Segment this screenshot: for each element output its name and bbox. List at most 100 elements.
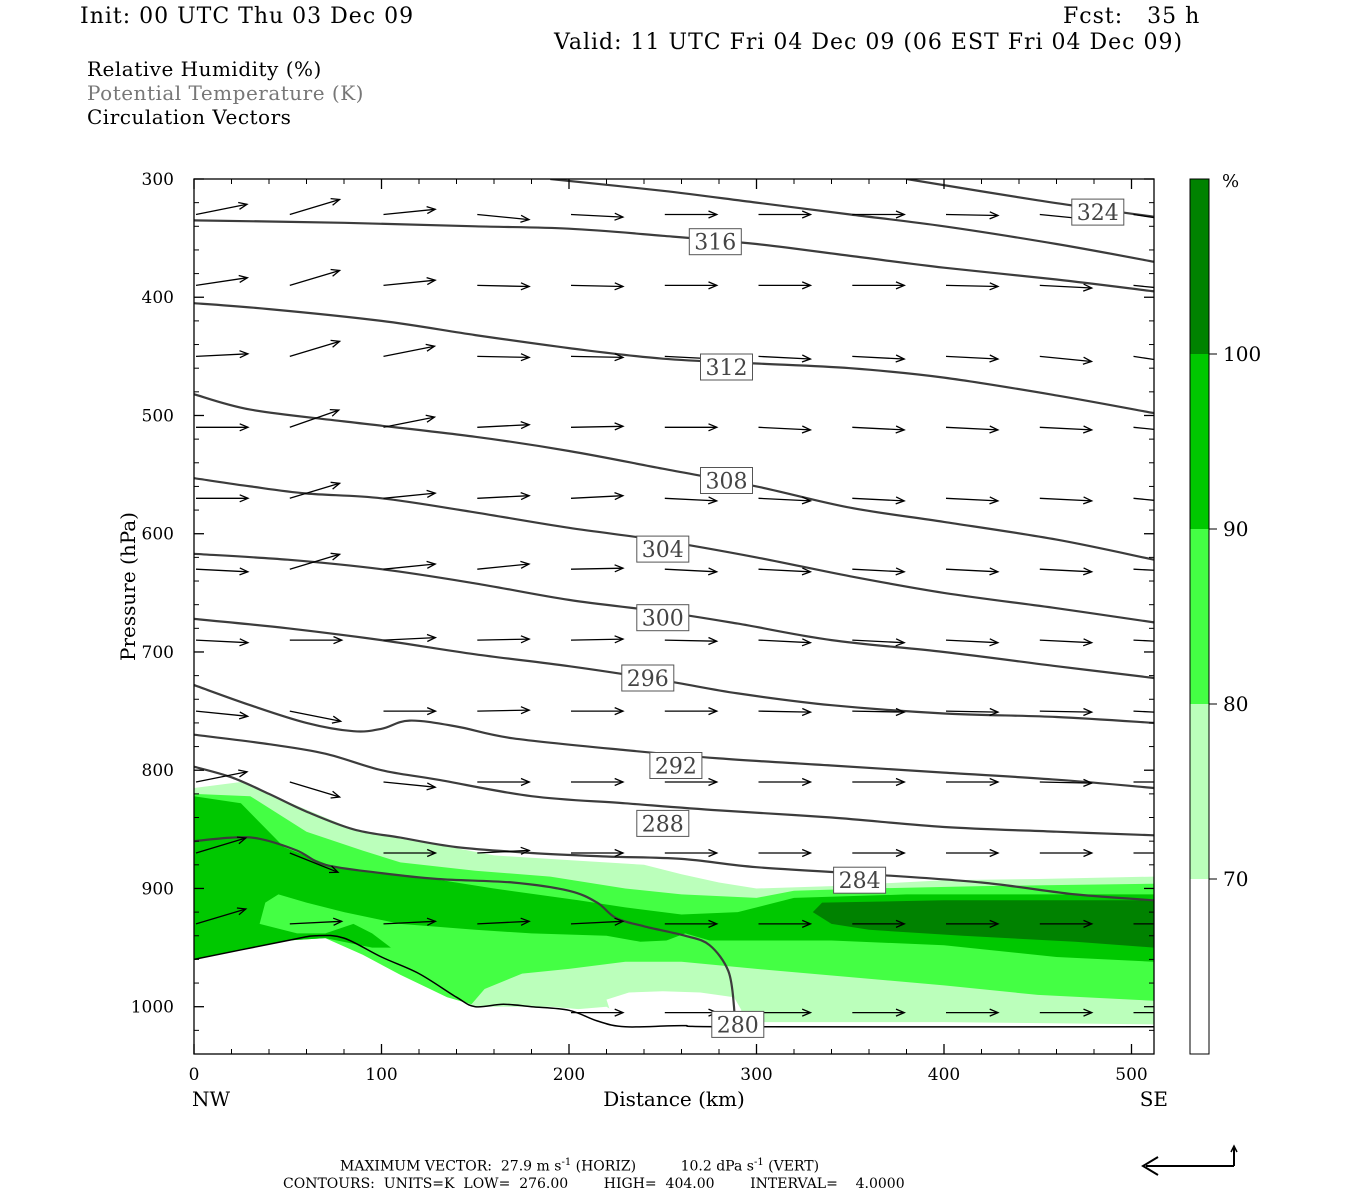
vector-shaft: [758, 497, 811, 502]
vector-head: [708, 423, 719, 432]
circulation-vector: [1039, 778, 1094, 788]
vector-head: [239, 494, 250, 503]
circulation-vector: [1133, 568, 1185, 575]
y-tick-label: 300: [142, 170, 174, 190]
circulation-vector: [946, 848, 1000, 858]
vector-shaft: [383, 492, 436, 499]
vector-head: [895, 638, 906, 647]
vector-head: [520, 420, 531, 430]
circulation-vector: [1133, 923, 1154, 925]
contour-label-text: 288: [642, 812, 684, 837]
colorbar-segment: [1190, 529, 1209, 704]
vector-head: [1083, 707, 1094, 717]
theta-contour-324: [550, 179, 1154, 263]
vector-shaft: [1039, 781, 1092, 784]
vector-head: [328, 865, 340, 874]
vector-head: [520, 706, 531, 715]
contour-label-box: [636, 535, 690, 563]
contour-label-text: 280: [717, 1013, 759, 1038]
vector-head: [425, 343, 437, 352]
circulation-vector: [945, 496, 1000, 505]
circulation-vector: [1039, 355, 1094, 365]
circulation-vector: [664, 777, 719, 787]
contour-label-280: 280: [711, 1010, 765, 1038]
vector-head: [426, 782, 437, 791]
y-tick-label: 700: [142, 643, 174, 663]
vector-shaft: [195, 710, 248, 717]
vector-shaft: [477, 638, 530, 641]
circulation-vector: [758, 425, 813, 434]
theta-contour-308: [194, 393, 1154, 561]
circulation-vector: [477, 420, 531, 430]
circulation-vector: [758, 1008, 813, 1017]
circulation-vector: [852, 210, 906, 219]
circulation-vector: [852, 354, 906, 363]
circulation-vector: [383, 560, 437, 570]
circulation-vector: [1039, 848, 1094, 858]
circulation-vector: [945, 567, 1000, 576]
vector-shaft: [758, 568, 811, 573]
vector-head: [989, 567, 1000, 576]
colorbar-level-label: 80: [1223, 692, 1248, 716]
circulation-vector: [196, 423, 250, 432]
vector-shaft: [758, 355, 811, 360]
contour-label-text: 284: [839, 869, 881, 894]
vector-head: [1176, 359, 1185, 366]
contour-label-box: [636, 604, 690, 632]
x-left-end-label: NW: [192, 1087, 231, 1111]
vector-shaft: [289, 920, 342, 925]
rh-fill-80: [194, 793, 1154, 1005]
circulation-vector: [852, 707, 906, 717]
vector-shaft: [477, 709, 530, 712]
contour-info: CONTOURS: UNITS=K LOW= 276.00 HIGH= 404.…: [283, 1176, 905, 1192]
circulation-vector: [664, 919, 719, 928]
vector-shaft: [195, 908, 246, 925]
vector-shaft: [477, 920, 530, 925]
vector-head: [801, 848, 813, 858]
circulation-vector: [1039, 496, 1094, 505]
vector-head: [989, 848, 1000, 858]
circulation-vector: [1039, 283, 1094, 292]
vector-head: [1177, 850, 1185, 857]
vector-head: [1177, 568, 1185, 575]
vector-shaft: [664, 639, 717, 642]
vector-head: [895, 777, 906, 787]
vector-head: [520, 777, 531, 787]
x-tick-label: 100: [365, 1065, 397, 1085]
vector-head: [989, 777, 1000, 787]
circulation-vector: [664, 848, 719, 858]
vector-head: [614, 707, 625, 716]
vector-head: [1082, 425, 1094, 434]
vector-shaft: [945, 426, 998, 431]
vector-head: [426, 276, 437, 286]
vector-shaft: [945, 639, 998, 644]
circulation-vector: [477, 777, 531, 787]
circulation-vector: [383, 633, 438, 643]
contour-label-300: 300: [636, 604, 690, 632]
circulation-vector: [289, 197, 342, 216]
vector-shaft: [664, 497, 717, 502]
vector-head: [520, 214, 531, 223]
vector-head: [801, 425, 813, 434]
vector-shaft: [570, 638, 624, 641]
circulation-vector: [383, 917, 438, 926]
circulation-vector: [945, 707, 1000, 717]
vector-head: [1083, 848, 1094, 858]
vector-head: [801, 354, 813, 363]
vector-head: [895, 425, 906, 434]
circulation-vector: [289, 339, 342, 358]
circulation-vector: [946, 1008, 1000, 1017]
contour-label-box: [636, 809, 690, 837]
vector-head: [426, 917, 438, 926]
vector-head: [614, 491, 625, 501]
contour-label-296: 296: [621, 664, 675, 692]
vector-head: [520, 491, 531, 501]
contour-label-text: 300: [642, 607, 684, 632]
contour-label-box: [621, 664, 675, 692]
vector-head: [520, 635, 531, 644]
circulation-vector: [946, 919, 1000, 928]
vector-shaft: [1133, 426, 1154, 431]
theta-contour-284: [194, 765, 1154, 902]
contour-label-text: 312: [706, 356, 748, 381]
